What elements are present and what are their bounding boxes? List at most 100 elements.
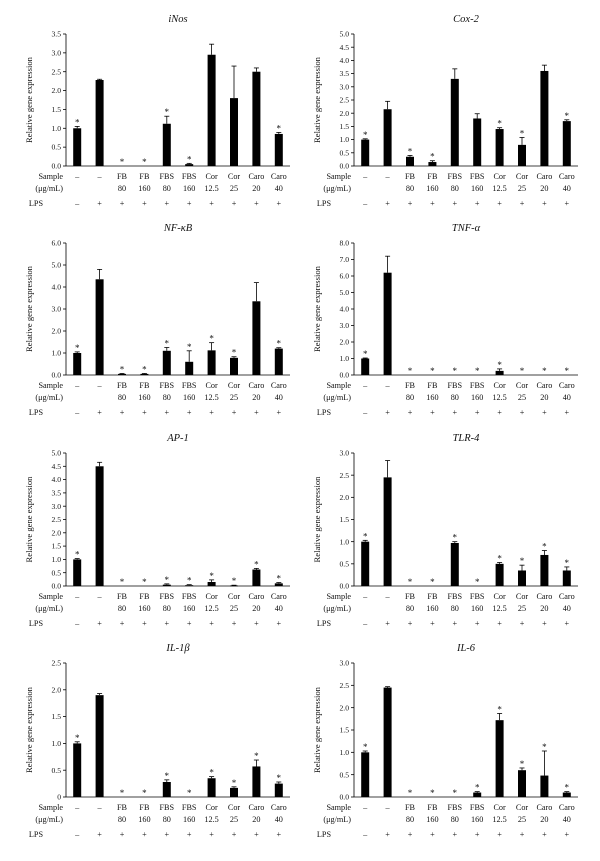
sample-name: – <box>74 803 80 812</box>
lps-value: + <box>164 408 169 417</box>
lps-value: + <box>564 199 569 208</box>
sample-name: FBS <box>160 803 175 812</box>
lps-value: + <box>520 830 525 839</box>
bar <box>274 783 283 797</box>
sample-dose: 80 <box>406 393 414 402</box>
y-tick-label: 0 <box>57 793 61 802</box>
chart-title: AP-1 <box>166 433 189 444</box>
significance-marker: * <box>120 364 125 374</box>
y-tick-label: 3.0 <box>52 48 62 57</box>
significance-marker: * <box>565 111 570 121</box>
lps-row-label: LPS <box>317 830 332 839</box>
y-tick-label: 0.0 <box>340 162 350 171</box>
sample-dose: 160 <box>471 393 483 402</box>
lps-value: + <box>497 199 502 208</box>
y-tick-label: 0.5 <box>52 766 62 775</box>
sample-name: FB <box>117 172 128 181</box>
y-tick-label: 3.0 <box>340 449 350 458</box>
bar <box>73 128 82 166</box>
y-tick-label: 1.5 <box>340 726 350 735</box>
significance-marker: * <box>187 154 192 164</box>
lps-value: + <box>97 830 102 839</box>
y-tick-label: 4.0 <box>340 56 350 65</box>
lps-value: + <box>164 619 169 628</box>
sample-name: Cor <box>205 592 218 601</box>
bar <box>473 792 482 797</box>
lps-value: + <box>276 619 281 628</box>
sample-dose: 25 <box>230 815 238 824</box>
lps-row-label: LPS <box>29 199 44 208</box>
lps-row-label: LPS <box>29 830 44 839</box>
y-tick-label: 1.0 <box>340 354 350 363</box>
sample-dose: 160 <box>426 604 438 613</box>
bar <box>562 570 571 586</box>
y-tick-label: 1.0 <box>52 124 62 133</box>
chart-panel-1: iNos Relative gene expression 0.0 0.5 1.0 1.5… <box>24 14 290 208</box>
bar <box>252 569 261 586</box>
sample-unit-label: (μg/mL) <box>323 184 351 193</box>
lps-value: + <box>430 199 435 208</box>
sample-name: FBS <box>470 803 485 812</box>
sample-dose: 25 <box>230 184 238 193</box>
sample-name: Cor <box>228 803 241 812</box>
significance-marker: * <box>165 107 170 117</box>
sample-name: FB <box>405 803 416 812</box>
sample-name: Caro <box>536 381 552 390</box>
sample-dose: 80 <box>406 184 414 193</box>
sample-name: Caro <box>271 592 287 601</box>
y-axis-label: Relative gene expression <box>312 56 322 143</box>
sample-dose: 160 <box>138 604 150 613</box>
sample-dose: 12.5 <box>492 815 506 824</box>
significance-marker: * <box>475 783 480 793</box>
lps-value: + <box>475 199 480 208</box>
lps-value: + <box>430 830 435 839</box>
sample-dose: 12.5 <box>492 184 506 193</box>
lps-value: – <box>74 408 80 417</box>
significance-marker: * <box>430 788 435 798</box>
lps-value: – <box>362 199 368 208</box>
bar <box>274 348 283 375</box>
sample-dose: 40 <box>563 393 571 402</box>
sample-dose: 25 <box>518 184 526 193</box>
sample-name: Cor <box>493 592 506 601</box>
sample-name: Cor <box>516 592 529 601</box>
significance-marker: * <box>497 704 502 714</box>
y-tick-label: 2.0 <box>52 528 62 537</box>
sample-dose: 80 <box>451 184 459 193</box>
chart-title: iNos <box>168 14 187 25</box>
sample-name: – <box>74 592 80 601</box>
sample-name: Caro <box>271 172 287 181</box>
sample-dose: 80 <box>118 184 126 193</box>
lps-value: – <box>362 830 368 839</box>
lps-value: + <box>542 199 547 208</box>
sample-name: – <box>385 803 391 812</box>
y-tick-label: 0.5 <box>340 559 350 568</box>
lps-value: + <box>97 408 102 417</box>
bar <box>73 743 82 797</box>
sample-dose: 80 <box>163 815 171 824</box>
y-tick-label: 0.0 <box>52 162 62 171</box>
chart-panel-6: TLR-4 Relative gene expression 0.0 0.5 1.0 1.… <box>312 433 578 628</box>
lps-value: + <box>209 199 214 208</box>
sample-name: – <box>385 381 391 390</box>
y-tick-label: 2.5 <box>340 96 350 105</box>
significance-marker: * <box>75 550 80 560</box>
lps-value: + <box>187 830 192 839</box>
significance-marker: * <box>520 759 525 769</box>
lps-value: + <box>97 619 102 628</box>
y-tick-label: 2.0 <box>340 338 350 347</box>
lps-value: + <box>232 619 237 628</box>
lps-value: + <box>276 408 281 417</box>
sample-dose: 12.5 <box>204 184 218 193</box>
sample-name: FBS <box>160 592 175 601</box>
bar <box>361 358 370 375</box>
chart-title: Cox-2 <box>453 14 479 25</box>
bar <box>540 775 549 797</box>
lps-value: + <box>408 408 413 417</box>
significance-marker: * <box>363 531 368 541</box>
sample-row-label: Sample <box>326 592 351 601</box>
sample-name: Caro <box>536 803 552 812</box>
significance-marker: * <box>232 576 237 586</box>
y-tick-label: 1.0 <box>52 739 62 748</box>
significance-marker: * <box>277 574 282 584</box>
